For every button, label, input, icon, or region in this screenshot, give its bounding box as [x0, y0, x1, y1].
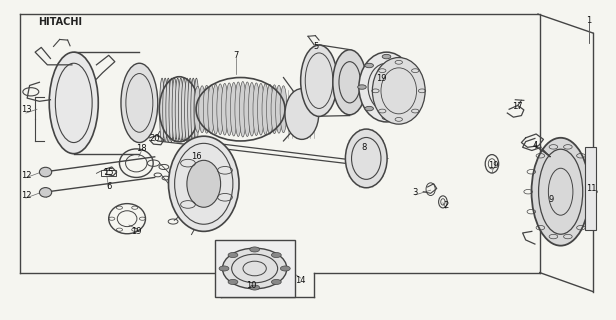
Ellipse shape: [221, 84, 228, 135]
Ellipse shape: [301, 45, 338, 116]
Ellipse shape: [194, 86, 201, 132]
Circle shape: [400, 63, 408, 68]
Ellipse shape: [244, 82, 251, 137]
Text: 2: 2: [444, 202, 448, 211]
Text: 15: 15: [103, 168, 114, 177]
Ellipse shape: [346, 129, 387, 188]
Text: 11: 11: [586, 184, 596, 193]
Ellipse shape: [532, 138, 590, 246]
Text: 3: 3: [413, 188, 418, 197]
Ellipse shape: [194, 78, 199, 142]
Ellipse shape: [166, 78, 171, 142]
Circle shape: [407, 85, 415, 89]
Ellipse shape: [39, 188, 52, 197]
Text: 9: 9: [549, 195, 554, 204]
Ellipse shape: [199, 86, 206, 133]
Circle shape: [219, 266, 229, 271]
Circle shape: [228, 252, 238, 258]
Bar: [585, 147, 596, 230]
Ellipse shape: [333, 50, 367, 115]
Ellipse shape: [226, 83, 233, 136]
Ellipse shape: [280, 86, 287, 133]
Ellipse shape: [240, 82, 246, 137]
Ellipse shape: [203, 85, 210, 133]
Circle shape: [249, 247, 259, 252]
Ellipse shape: [169, 78, 174, 142]
Ellipse shape: [217, 84, 224, 135]
Bar: [215, 240, 294, 297]
Text: 19: 19: [131, 227, 142, 236]
Bar: [101, 170, 116, 177]
Text: 18: 18: [136, 144, 147, 153]
Ellipse shape: [235, 82, 241, 137]
Ellipse shape: [285, 89, 318, 140]
Text: 4: 4: [532, 141, 538, 150]
Text: 16: 16: [191, 152, 201, 161]
Ellipse shape: [172, 78, 177, 142]
Text: 17: 17: [513, 101, 523, 111]
Text: 12: 12: [21, 191, 31, 200]
Ellipse shape: [271, 85, 278, 134]
Ellipse shape: [267, 84, 274, 134]
Text: 13: 13: [20, 105, 31, 114]
Ellipse shape: [373, 58, 425, 124]
Ellipse shape: [230, 83, 237, 136]
Text: 12: 12: [21, 171, 31, 180]
Ellipse shape: [257, 84, 264, 135]
Ellipse shape: [49, 52, 99, 154]
Ellipse shape: [178, 78, 183, 142]
Text: 6: 6: [106, 181, 111, 190]
Ellipse shape: [182, 78, 187, 142]
Ellipse shape: [121, 63, 158, 142]
Circle shape: [249, 285, 259, 290]
Text: 19: 19: [488, 161, 498, 170]
Text: 5: 5: [314, 42, 318, 51]
Circle shape: [382, 54, 391, 59]
Ellipse shape: [275, 85, 282, 133]
Circle shape: [280, 266, 290, 271]
Circle shape: [400, 106, 408, 111]
Ellipse shape: [185, 78, 190, 142]
Text: 8: 8: [362, 143, 367, 152]
Text: 20: 20: [150, 134, 160, 143]
Ellipse shape: [359, 52, 414, 122]
Circle shape: [228, 279, 238, 284]
Text: HITACHI: HITACHI: [38, 17, 82, 27]
Text: 7: 7: [233, 51, 238, 60]
Ellipse shape: [175, 78, 180, 142]
Circle shape: [365, 63, 373, 68]
Ellipse shape: [222, 248, 287, 289]
Circle shape: [272, 252, 282, 258]
Circle shape: [358, 85, 367, 89]
Text: 10: 10: [246, 281, 257, 290]
Ellipse shape: [253, 83, 260, 136]
Text: 14: 14: [296, 276, 306, 285]
Ellipse shape: [160, 78, 164, 142]
Ellipse shape: [248, 83, 255, 136]
Text: 1: 1: [586, 16, 591, 25]
Circle shape: [272, 279, 282, 284]
Circle shape: [382, 115, 391, 120]
Ellipse shape: [39, 167, 52, 177]
Ellipse shape: [213, 84, 219, 134]
Ellipse shape: [188, 78, 193, 142]
Ellipse shape: [262, 84, 269, 135]
Ellipse shape: [191, 78, 196, 142]
Ellipse shape: [187, 160, 221, 207]
Ellipse shape: [163, 78, 168, 142]
Ellipse shape: [169, 136, 239, 231]
Text: 19: 19: [376, 74, 387, 83]
Circle shape: [365, 106, 373, 111]
Ellipse shape: [208, 85, 214, 134]
